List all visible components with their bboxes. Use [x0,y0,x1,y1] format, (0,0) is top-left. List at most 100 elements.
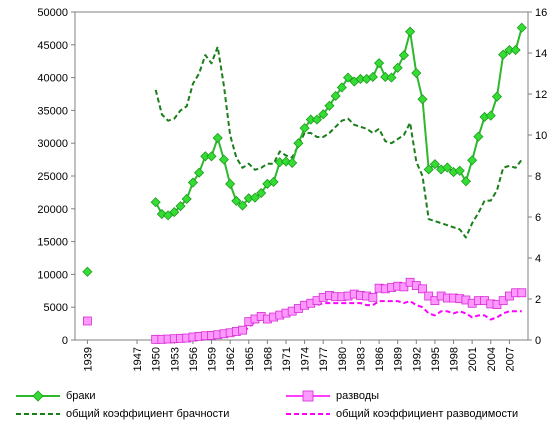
data-point [460,176,472,187]
legend-item-marriage-rate: общий коэффициент брачности [16,406,229,422]
x-tick-label: 1989 [393,347,405,371]
data-point [498,49,509,60]
data-point [510,44,521,56]
y-right-tick-label: 14 [535,48,547,60]
y-right-tick-label: 2 [535,294,541,306]
y-left-tick-label: 10000 [37,269,68,281]
y-left-tick-label: 40000 [37,73,68,85]
y-right-tick-label: 16 [535,7,547,19]
data-point [150,197,161,208]
y-right-tick-label: 6 [535,212,541,224]
data-point [238,325,247,335]
x-tick-label: 2001 [467,347,479,371]
legend-item-divorces: разводы [286,388,379,404]
y-right-tick-label: 10 [535,130,547,142]
y-left-tick-label: 15000 [37,237,68,249]
data-point [430,296,440,306]
data-point [212,132,223,144]
data-point [417,94,428,105]
data-point [467,155,478,166]
data-point [399,282,409,292]
data-point [411,67,422,79]
legend-label-marriages: браки [66,390,96,402]
x-tick-label: 1950 [151,347,163,371]
y-right-tick-label: 12 [535,89,547,101]
series-line [155,281,522,341]
x-tick-label: 1992 [411,347,423,371]
left-axis: 0 5000 10000 15000 20000 25000 30000 35000 40000… [37,7,75,347]
y-right-tick-label: 4 [535,253,541,265]
series-layer [82,22,527,344]
data-point [454,165,465,176]
data-point [498,296,508,306]
x-tick-label: 1953 [169,347,181,371]
data-point [491,91,503,102]
y-left-tick-label: 0 [62,335,68,347]
data-point [206,151,217,162]
series-2 [154,45,523,239]
series-line [154,27,523,217]
data-point [367,71,378,83]
data-point [175,201,186,212]
y-left-tick-label: 30000 [37,138,68,150]
series-1 [83,277,527,344]
data-point [429,159,440,170]
legend-swatch-divorce-rate [286,413,330,415]
data-point [231,195,242,206]
data-point [368,292,378,302]
x-tick-label: 1968 [262,347,274,371]
x-tick-label: 1980 [337,347,349,371]
data-point [342,72,354,83]
x-tick-label: 1956 [188,347,200,371]
data-point [330,90,341,102]
legend-label-marriage-rate: общий коэффициент брачности [66,408,230,420]
data-point [311,114,323,125]
data-point [386,72,397,83]
data-point [187,177,198,188]
x-tick-label: 1977 [318,347,330,371]
x-tick-label: 1959 [207,347,219,371]
data-point [318,109,329,120]
data-point [423,164,434,175]
y-right-tick-label: 0 [535,335,541,347]
x-tick-label: 2007 [504,347,516,371]
data-point [256,187,267,199]
data-point [293,138,304,149]
legend-item-marriages: браки [16,388,96,404]
data-point [83,316,92,326]
y-left-tick-label: 20000 [37,204,68,216]
data-point [237,200,248,211]
data-point [181,193,192,205]
data-point [473,131,484,142]
x-axis: 1939 1947 1950 1953 1956 1959 1962 1965 1968 1971… [82,340,516,371]
data-point [398,50,409,61]
x-tick-label: 1974 [300,347,312,371]
y-left-tick-label: 5000 [44,302,68,314]
legend-label-divorce-rate: общий коэффициент разводимости [336,408,519,420]
data-point [249,192,261,203]
data-point [225,178,236,189]
legend-swatch-marriage-rate [16,413,60,415]
legend-label-divorces: разводы [336,390,380,402]
data-point [418,284,427,294]
data-point [405,26,416,37]
data-point [169,207,180,218]
legend-item-divorce-rate: общий коэффициент разводимости [286,406,518,422]
x-tick-label: 1947 [132,347,144,371]
plot-area [74,11,529,341]
data-point [299,123,310,134]
x-tick-label: 1939 [82,347,94,371]
data-point [268,176,279,187]
x-tick-label: 1962 [225,347,237,371]
legend: браки разводы общий коэффициент брачност… [0,378,554,426]
data-point [374,58,385,69]
plot-border [74,11,529,341]
data-point [392,62,403,73]
data-point [442,162,453,173]
x-tick-label: 1995 [430,347,442,371]
right-axis: 0 2 4 6 8 10 12 14 16 [528,7,547,347]
data-point [336,82,347,93]
data-point [324,100,335,111]
data-point [218,154,229,165]
